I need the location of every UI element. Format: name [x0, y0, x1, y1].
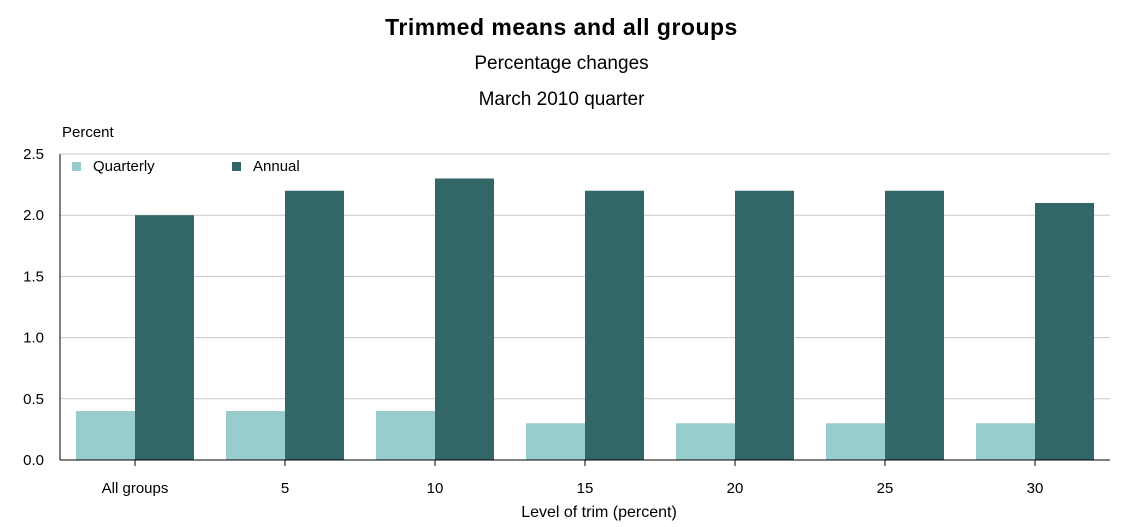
y-tick-label: 1.0 — [23, 330, 44, 347]
x-tick-label: 15 — [577, 480, 594, 497]
x-tick-label: 5 — [281, 480, 289, 497]
bar-quarterly-6 — [976, 423, 1035, 460]
bar-annual-4 — [735, 190, 794, 460]
bar-quarterly-3 — [526, 423, 585, 460]
x-tick-labels: All groups 5 10 15 20 25 30 — [102, 480, 1044, 497]
bar-quarterly-4 — [676, 423, 735, 460]
legend-swatch-quarterly — [72, 162, 81, 171]
x-tick-label: All groups — [102, 480, 169, 497]
y-tick-label: 2.0 — [23, 207, 44, 224]
y-tick-label: 1.5 — [23, 268, 44, 285]
bar-quarterly-0 — [76, 411, 135, 460]
bar-annual-3 — [585, 190, 644, 460]
x-axis-label: Level of trim (percent) — [521, 504, 677, 521]
bar-annual-6 — [1035, 202, 1094, 460]
x-tick-label: 30 — [1027, 480, 1044, 497]
axes — [59, 154, 1110, 466]
y-tick-label: 0.0 — [23, 452, 44, 469]
bar-quarterly-2 — [376, 411, 435, 460]
bar-annual-5 — [885, 190, 944, 460]
legend-label-quarterly: Quarterly — [93, 158, 155, 175]
bar-annual-1 — [285, 190, 344, 460]
bars — [76, 178, 1094, 461]
x-tick-label: 10 — [427, 480, 444, 497]
legend: Quarterly Annual — [72, 158, 300, 175]
legend-swatch-annual — [232, 162, 241, 171]
x-tick-label: 25 — [877, 480, 894, 497]
chart-subtitle-2: March 2010 quarter — [478, 89, 645, 110]
bar-quarterly-5 — [826, 423, 885, 460]
y-axis-label: Percent — [62, 124, 115, 141]
y-tick-label: 2.5 — [23, 146, 44, 163]
bar-quarterly-1 — [226, 411, 285, 460]
y-tick-label: 0.5 — [23, 391, 44, 408]
chart-subtitle-1: Percentage changes — [474, 53, 649, 74]
bar-annual-2 — [435, 178, 494, 461]
bar-annual-0 — [135, 215, 194, 460]
chart-title: Trimmed means and all groups — [385, 14, 738, 40]
x-tick-label: 20 — [727, 480, 744, 497]
y-tick-labels: 0.0 0.5 1.0 1.5 2.0 2.5 — [23, 146, 44, 469]
legend-label-annual: Annual — [253, 158, 300, 175]
